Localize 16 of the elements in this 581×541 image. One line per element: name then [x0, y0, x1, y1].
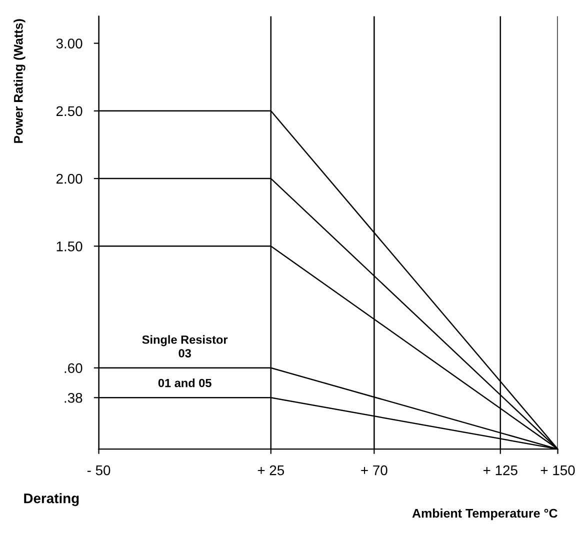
x-axis-title: Ambient Temperature °C — [412, 508, 558, 520]
x-tick-label: + 25 — [258, 465, 284, 476]
x-tick-label: + 70 — [361, 465, 388, 476]
y-tick-label: 2.50 — [56, 106, 82, 116]
text: Derating — [24, 493, 79, 506]
y-tick-label: 3.00 — [56, 38, 82, 48]
y-tick-label: 1.50 — [56, 241, 82, 252]
y-tick-label: .38 — [64, 392, 82, 403]
series-label: Single Resistor 03 — [142, 335, 228, 358]
series-label: 01 and 05 — [158, 378, 212, 388]
y-tick-label: 2.00 — [56, 174, 82, 184]
x-tick-label: + 125 — [483, 465, 518, 476]
x-tick-label: + 150 — [540, 465, 575, 476]
x-tick-label: - 50 — [87, 465, 110, 476]
y-axis-title: Power Rating (Watts) — [14, 19, 26, 143]
y-tick-label: .60 — [64, 363, 82, 374]
